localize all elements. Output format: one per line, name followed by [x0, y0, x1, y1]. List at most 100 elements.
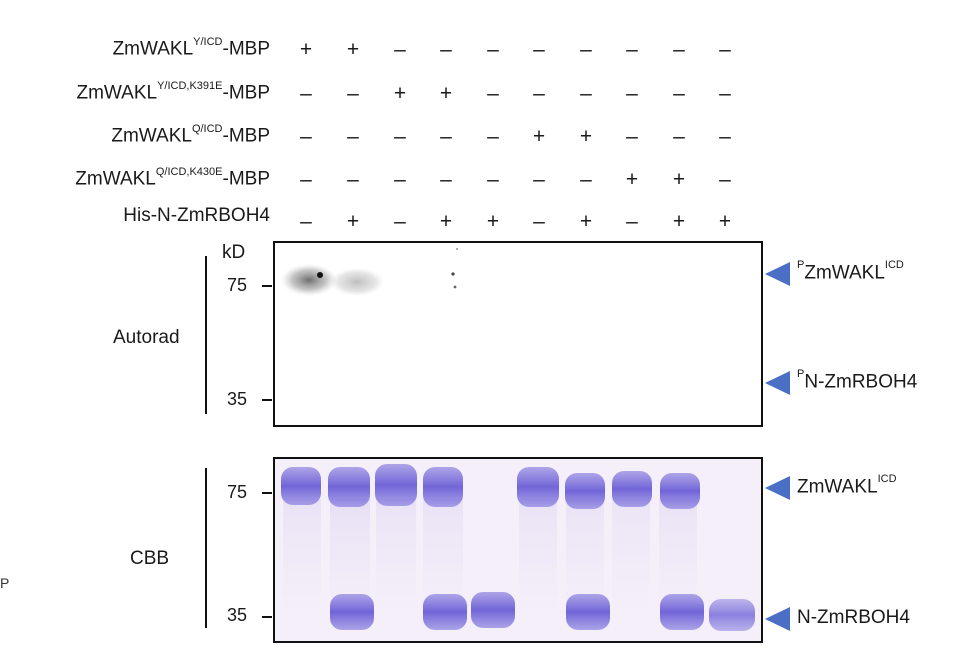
cbb-band-arrow-1: [765, 476, 790, 500]
lane-sign: –: [533, 168, 545, 191]
lane-sign: –: [347, 82, 359, 105]
autorad-band-lane-1: [281, 264, 337, 296]
lane-sign: –: [440, 38, 452, 61]
lane-sign: –: [347, 125, 359, 148]
lane-sign: +: [718, 210, 732, 233]
lane-sign: –: [300, 82, 312, 105]
lane-sign: –: [673, 125, 685, 148]
lane-sign: –: [300, 210, 312, 233]
lane-sign: –: [394, 168, 406, 191]
cbb-band-wakl-lane-1: [281, 467, 321, 505]
lane-sign: –: [580, 82, 592, 105]
stray-mark: P: [0, 575, 10, 591]
lane-sign: –: [394, 38, 406, 61]
cbb-band-wakl-lane-4: [423, 467, 463, 507]
lane-sign: –: [394, 125, 406, 148]
cbb-band-rboh-lane-7: [566, 594, 610, 630]
lane-sign: –: [440, 125, 452, 148]
lane-sign: –: [673, 38, 685, 61]
cbb-band-wakl-lane-3: [375, 464, 417, 506]
lane-smear: [283, 499, 321, 609]
lane-sign: –: [487, 38, 499, 61]
lane-sign: +: [579, 210, 593, 233]
lane-sign: –: [626, 82, 638, 105]
cbb-band-wakl-lane-2: [328, 467, 370, 507]
cbb-band-rboh-lane-2: [330, 594, 374, 630]
lane-sign: +: [439, 82, 453, 105]
lane-sign: –: [719, 38, 731, 61]
autorad-spot: [317, 272, 323, 278]
lane-sign: –: [394, 210, 406, 233]
lane-sign: –: [533, 210, 545, 233]
condition-label: ZmWAKLQ/ICD,K430E-MBP: [75, 166, 270, 190]
cbb-band-rboh-lane-4: [423, 594, 467, 630]
cbb-band-arrow-2: [765, 607, 790, 631]
cbb-band-label-1: ZmWAKLICD: [797, 473, 897, 498]
lane-sign: +: [672, 210, 686, 233]
cbb-band-wakl-lane-7: [565, 473, 605, 509]
lane-smear: [566, 499, 604, 609]
condition-label: ZmWAKLY/ICD,K391E-MBP: [76, 80, 271, 104]
lane-sign: +: [532, 125, 546, 148]
cbb-label: CBB: [130, 548, 170, 569]
autorad-spot: [456, 248, 458, 250]
lane-smear: [519, 499, 557, 609]
cbb-band-wakl-lane-9: [660, 473, 700, 509]
lane-smear: [376, 499, 416, 609]
marker-tick: [262, 399, 272, 401]
autorad-band-lane-2: [330, 268, 384, 296]
autorad-band-label-1: PZmWAKLICD: [797, 259, 904, 284]
autorad-band-arrow-1: [765, 262, 790, 286]
lane-sign: –: [673, 82, 685, 105]
condition-label: ZmWAKLQ/ICD-MBP: [111, 123, 270, 147]
cbb-band-wakl-lane-8: [612, 471, 652, 507]
lane-sign: –: [533, 38, 545, 61]
cbb-gel-panel: [273, 457, 763, 643]
cbb-band-wakl-lane-6: [517, 467, 559, 507]
autorad-gel-panel: [273, 241, 763, 427]
lane-sign: +: [439, 210, 453, 233]
lane-sign: +: [625, 168, 639, 191]
marker-tick: [262, 616, 272, 618]
autorad-label: Autorad: [113, 327, 180, 348]
condition-label: His-N-ZmRBOH4: [123, 205, 270, 226]
cbb-bracket: [205, 468, 207, 628]
lane-sign: –: [719, 168, 731, 191]
cbb-band-rboh-lane-5: [471, 592, 515, 628]
lane-sign: –: [719, 125, 731, 148]
lane-sign: +: [672, 168, 686, 191]
lane-smear: [612, 499, 650, 609]
condition-label: ZmWAKLY/ICD-MBP: [112, 36, 270, 60]
marker-35-label: 35: [226, 389, 247, 409]
cbb-band-label-2: N-ZmRBOH4: [797, 607, 910, 628]
lane-sign: –: [580, 38, 592, 61]
cbb-band-rboh-lane-10: [709, 599, 755, 631]
kd-unit-label: kD: [222, 242, 246, 263]
autorad-bracket: [205, 256, 207, 414]
lane-smear: [659, 499, 697, 609]
marker-tick: [262, 492, 272, 494]
lane-sign: –: [487, 82, 499, 105]
lane-sign: +: [393, 82, 407, 105]
lane-sign: +: [346, 210, 360, 233]
lane-sign: –: [487, 125, 499, 148]
lane-sign: –: [347, 168, 359, 191]
autorad-band-arrow-2: [765, 371, 790, 395]
lane-sign: –: [533, 82, 545, 105]
lane-sign: –: [580, 168, 592, 191]
lane-sign: –: [626, 125, 638, 148]
cbb-gel-image: [275, 459, 761, 641]
lane-sign: +: [579, 125, 593, 148]
lane-sign: –: [626, 38, 638, 61]
cbb-band-rboh-lane-9: [660, 594, 704, 630]
lane-sign: –: [300, 125, 312, 148]
lane-sign: –: [719, 82, 731, 105]
marker-35-label: 35: [226, 605, 247, 625]
lane-sign: –: [487, 168, 499, 191]
lane-sign: +: [486, 210, 500, 233]
autorad-gel-image: [281, 248, 458, 296]
marker-tick: [262, 285, 272, 287]
marker-75-label: 75: [226, 482, 247, 502]
autorad-band-label-2: PN-ZmRBOH4: [797, 368, 918, 393]
marker-75-label: 75: [226, 275, 247, 295]
